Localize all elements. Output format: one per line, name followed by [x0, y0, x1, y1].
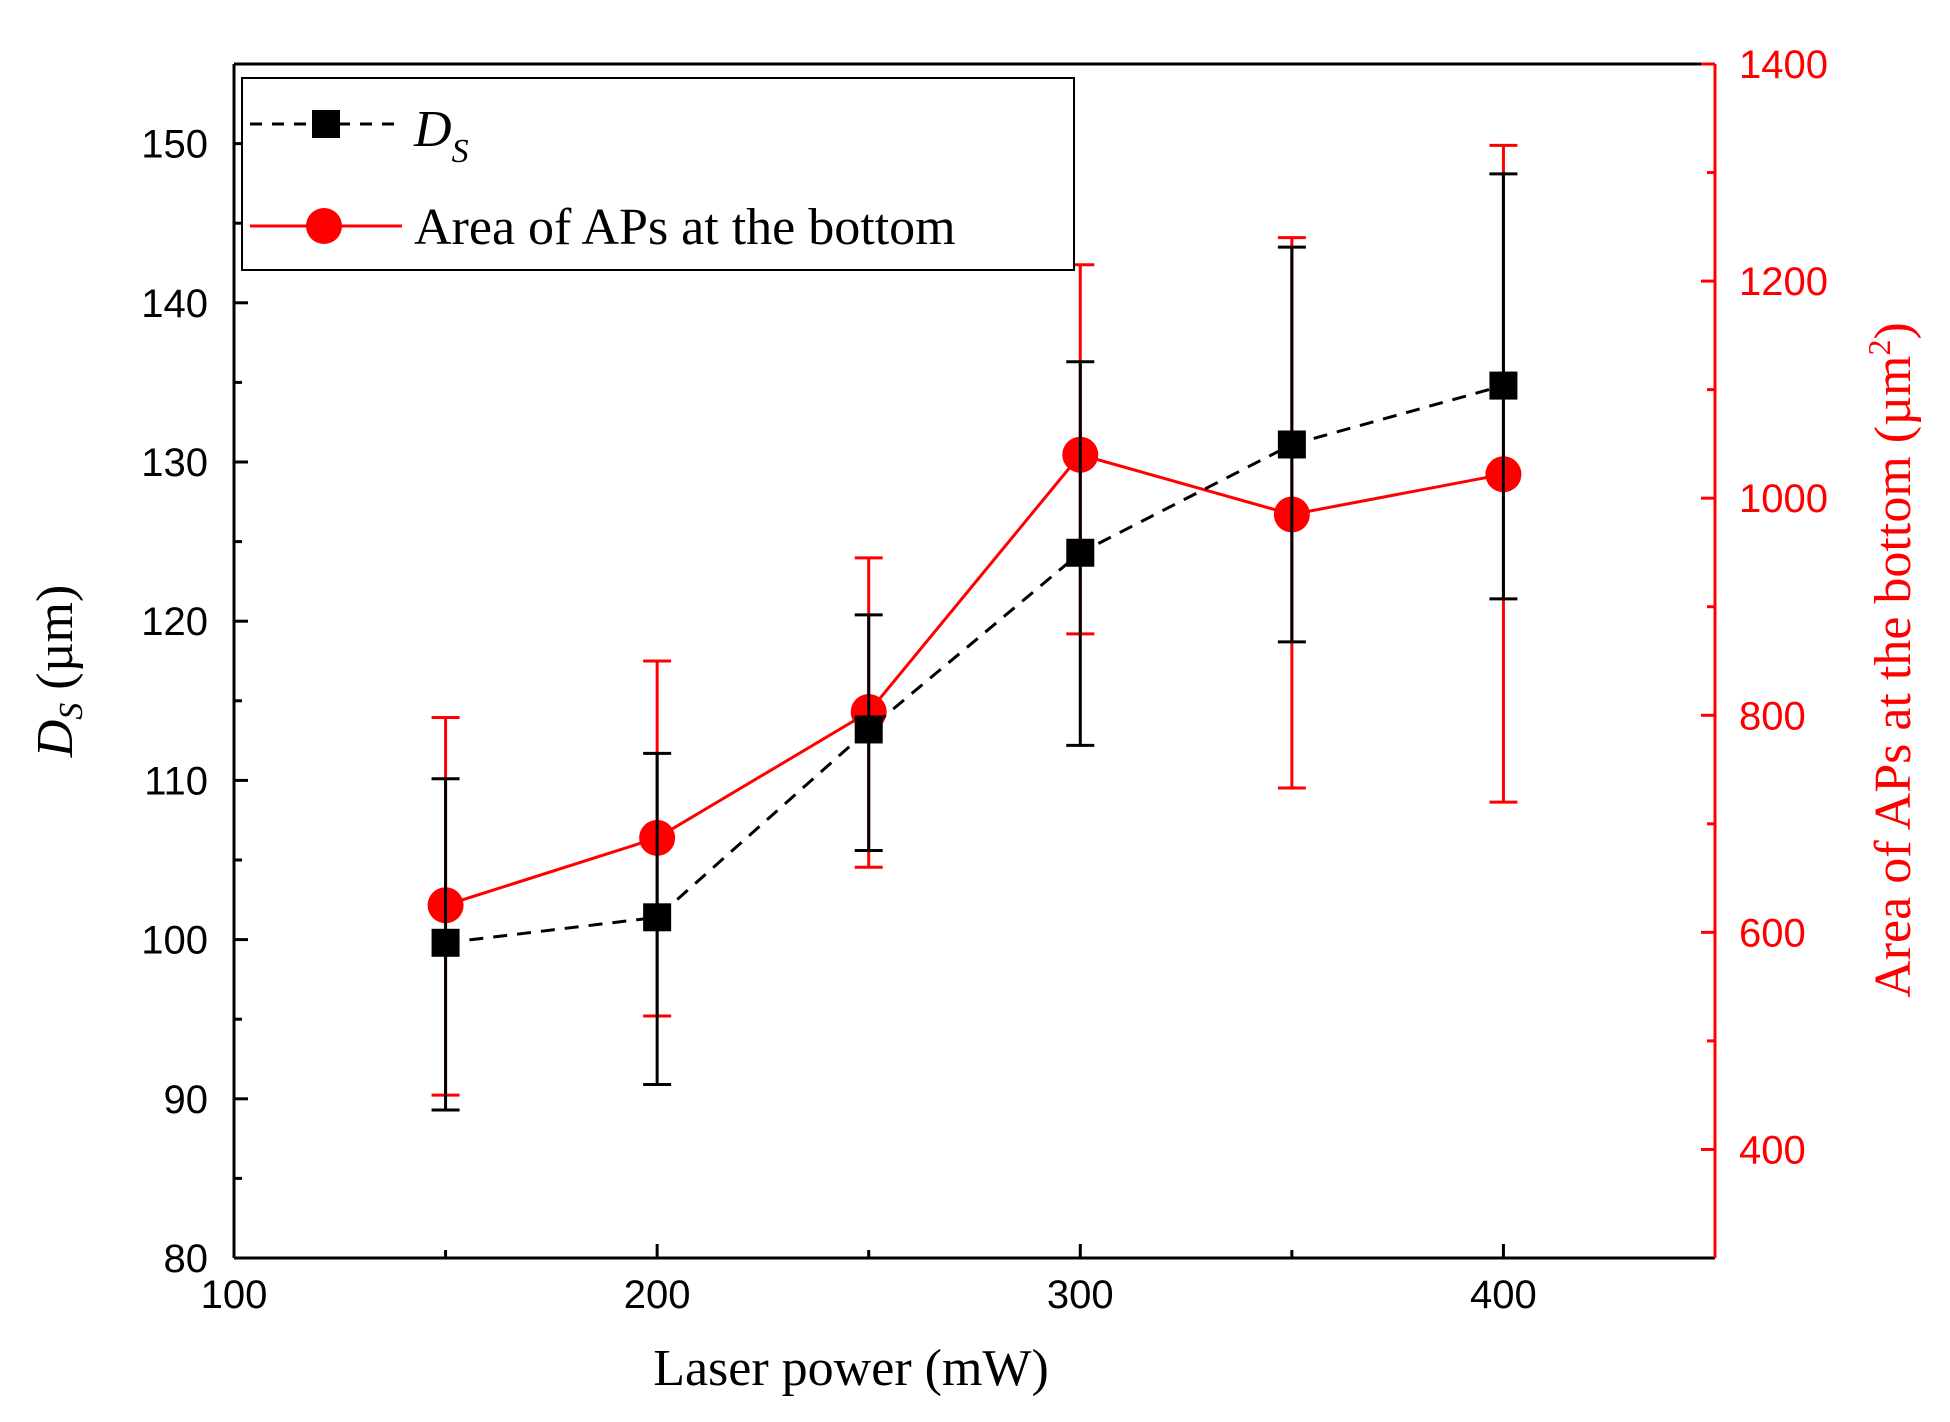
y-right-tick-label: 1400 — [1739, 43, 1828, 87]
x-tick-label: 300 — [1047, 1273, 1114, 1317]
y-right-tick-label: 1000 — [1739, 477, 1828, 521]
y-right-title-close: ) — [1865, 322, 1922, 339]
data-point — [1277, 430, 1306, 459]
y-left-title-main: D — [27, 720, 84, 759]
y-left-tick-label: 140 — [141, 282, 208, 326]
y-right-title-main: Area of APs at the bottom (µm — [1865, 356, 1922, 998]
series-line — [445, 453, 1504, 907]
legend-label-ds: DS — [413, 101, 469, 170]
data-point — [854, 715, 883, 744]
axis-labels: Laser power (mW) DS (µm) Area of APs at … — [27, 322, 1922, 1397]
legend-label-area: Area of APs at the bottom — [414, 199, 956, 256]
legend: DS Area of APs at the bottom — [241, 77, 1075, 271]
y-right-tick-label: 1200 — [1739, 260, 1828, 304]
x-tick-label: 200 — [624, 1273, 691, 1317]
data-point — [1066, 538, 1095, 567]
series-line — [445, 384, 1504, 945]
legend-box — [241, 77, 1075, 271]
y-left-tick-label: 110 — [144, 759, 208, 803]
legend-ds-sub: S — [452, 133, 469, 170]
data-point — [643, 903, 672, 932]
legend-marker-area — [306, 208, 342, 244]
y-right-tick-label: 400 — [1739, 1128, 1806, 1172]
y-right-tick-label: 800 — [1739, 694, 1806, 738]
y-left-tick-label: 100 — [141, 919, 208, 963]
data-point — [1489, 371, 1518, 400]
data-point — [431, 928, 460, 957]
y-left-tick-label: 150 — [141, 123, 208, 167]
y-left-tick-label: 130 — [141, 441, 208, 485]
y-left-axis-title: DS (µm) — [27, 585, 90, 759]
y-left-title-sub: S — [53, 703, 90, 720]
x-tick-label: 400 — [1470, 1273, 1537, 1317]
legend-ds-main: D — [413, 101, 452, 158]
y-left-tick-label: 80 — [164, 1237, 209, 1281]
x-axis-title: Laser power (mW) — [653, 1340, 1049, 1397]
y-right-axis-title: Area of APs at the bottom (µm2) — [1861, 322, 1922, 998]
series-ds — [431, 172, 1518, 1112]
y-left-title-unit: (µm) — [27, 585, 84, 703]
y-left-tick-label: 90 — [164, 1078, 209, 1122]
y-right-tick-label: 600 — [1739, 911, 1806, 955]
series-layer — [427, 143, 1522, 1112]
legend-marker-ds — [312, 110, 340, 138]
y-left-tick-label: 120 — [141, 600, 208, 644]
y-right-title-sup: 2 — [1861, 340, 1897, 356]
x-tick-label: 100 — [201, 1273, 268, 1317]
axes: 100 200 300 400 80 90 100 110 120 130 140 150 400 600… — [141, 43, 1828, 1317]
